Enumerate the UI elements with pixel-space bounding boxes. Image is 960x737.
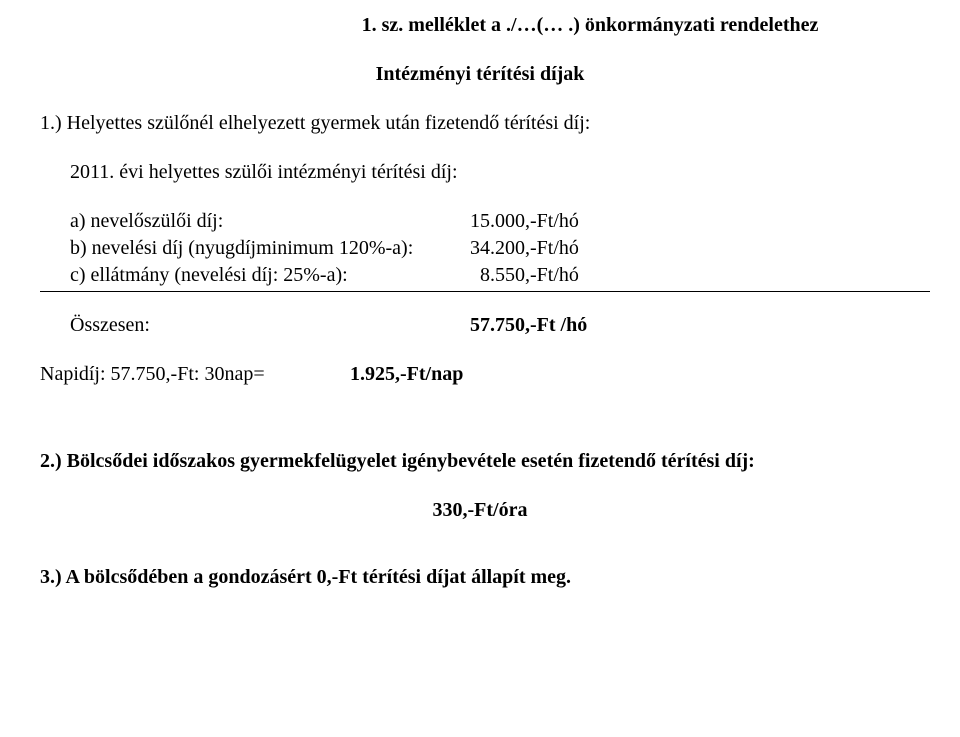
section-1-yearline: 2011. évi helyettes szülői intézményi té… [40, 159, 920, 186]
section-1-heading: 1.) Helyettes szülőnél elhelyezett gyerm… [40, 110, 920, 137]
fee-label: a) nevelőszülői díj: [70, 208, 470, 235]
daily-fee-value: 1.925,-Ft/nap [350, 361, 463, 388]
fee-value: 15.000,-Ft/hó [470, 208, 579, 235]
section-3-text: 3.) A bölcsődében a gondozásért 0,-Ft té… [40, 564, 920, 591]
fee-row: a) nevelőszülői díj: 15.000,-Ft/hó [70, 208, 920, 235]
section-2-heading: 2.) Bölcsődei időszakos gyermekfelügyele… [40, 448, 920, 475]
fee-label: b) nevelési díj (nyugdíjminimum 120%-a): [70, 235, 470, 262]
fee-list: a) nevelőszülői díj: 15.000,-Ft/hó b) ne… [40, 208, 920, 292]
document-page: 1. sz. melléklet a ./…(… .) önkormányzat… [0, 0, 960, 591]
fee-row: b) nevelési díj (nyugdíjminimum 120%-a):… [70, 235, 920, 262]
total-value: 57.750,-Ft /hó [470, 312, 587, 339]
total-label: Összesen: [70, 312, 470, 339]
document-subtitle: Intézményi térítési díjak [40, 61, 920, 88]
daily-fee-row: Napidíj: 57.750,-Ft: 30nap= 1.925,-Ft/na… [40, 361, 920, 388]
total-row: Összesen: 57.750,-Ft /hó [40, 312, 920, 339]
daily-fee-label: Napidíj: 57.750,-Ft: 30nap= [40, 361, 350, 388]
fee-value: 8.550,-Ft/hó [470, 262, 579, 289]
attachment-title: 1. sz. melléklet a ./…(… .) önkormányzat… [40, 12, 920, 39]
fee-label: c) ellátmány (nevelési díj: 25%-a): [70, 262, 470, 289]
fee-value: 34.200,-Ft/hó [470, 235, 579, 262]
fee-row-underlined: c) ellátmány (nevelési díj: 25%-a): 8.55… [40, 262, 930, 292]
section-2-value: 330,-Ft/óra [40, 497, 920, 524]
